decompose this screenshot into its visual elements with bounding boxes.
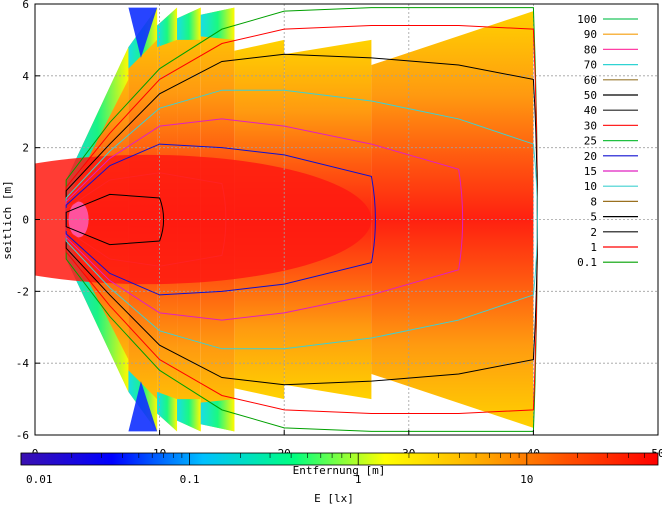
source-spot <box>68 201 89 238</box>
legend-label: 15 <box>584 165 597 178</box>
legend-label: 10 <box>584 180 597 193</box>
fringe-band <box>177 7 201 40</box>
y-tick-label: 0 <box>22 214 29 227</box>
legend-label: 60 <box>584 74 597 87</box>
legend-label: 70 <box>584 59 597 72</box>
legend-label: 25 <box>584 135 597 148</box>
legend: 100 90 80 70 60 50 40 30 25 20 15 10 8 5 2 1 0.1 <box>577 13 638 269</box>
colorbar-ticks: 0.01 0.1 1 10 <box>20 453 645 486</box>
contour-line <box>65 89 538 350</box>
y-tick-label: 2 <box>22 142 29 155</box>
colorbar-tick-label: 0.01 <box>26 473 53 486</box>
colorbar-tick-label: 1 <box>355 473 362 486</box>
y-tick-label: -4 <box>16 357 30 370</box>
fringe-band <box>157 7 178 48</box>
x-axis-label: Entfernung [m] <box>293 464 386 477</box>
contour-line <box>65 118 464 321</box>
colorbar-tick-label: 10 <box>520 473 533 486</box>
blue-fringe <box>128 381 158 432</box>
legend-label: 2 <box>590 226 597 239</box>
colorbar-tick-label: 0.1 <box>180 473 200 486</box>
contour-line <box>65 172 227 267</box>
y-tick-label: 4 <box>22 70 29 83</box>
y-tick-label: -6 <box>16 429 29 442</box>
contour-line <box>65 143 376 296</box>
legend-label: 80 <box>584 43 597 56</box>
fringe-band <box>157 391 178 432</box>
legend-label: 50 <box>584 89 597 102</box>
legend-label: 8 <box>590 195 597 208</box>
blue-fringe <box>128 7 158 58</box>
legend-label: 20 <box>584 150 597 163</box>
y-axis-label: seitlich [m] <box>1 180 14 259</box>
legend-label: 5 <box>590 211 597 224</box>
colorbar-label: E [lx] <box>314 492 354 505</box>
y-tick-label: 6 <box>22 0 29 11</box>
contour-layer <box>65 7 538 432</box>
legend-label: 90 <box>584 28 597 41</box>
fringe-band <box>200 7 235 40</box>
legend-label: 100 <box>577 13 597 26</box>
legend-label: 0.1 <box>577 256 597 269</box>
colorbar <box>20 452 659 466</box>
fringe-band <box>177 399 201 432</box>
legend-label: 30 <box>584 119 597 132</box>
fringe-band <box>200 399 235 432</box>
contour-line <box>65 193 165 246</box>
legend-label: 40 <box>584 104 597 117</box>
y-tick-label: -2 <box>16 285 29 298</box>
legend-label: 1 <box>590 241 597 254</box>
